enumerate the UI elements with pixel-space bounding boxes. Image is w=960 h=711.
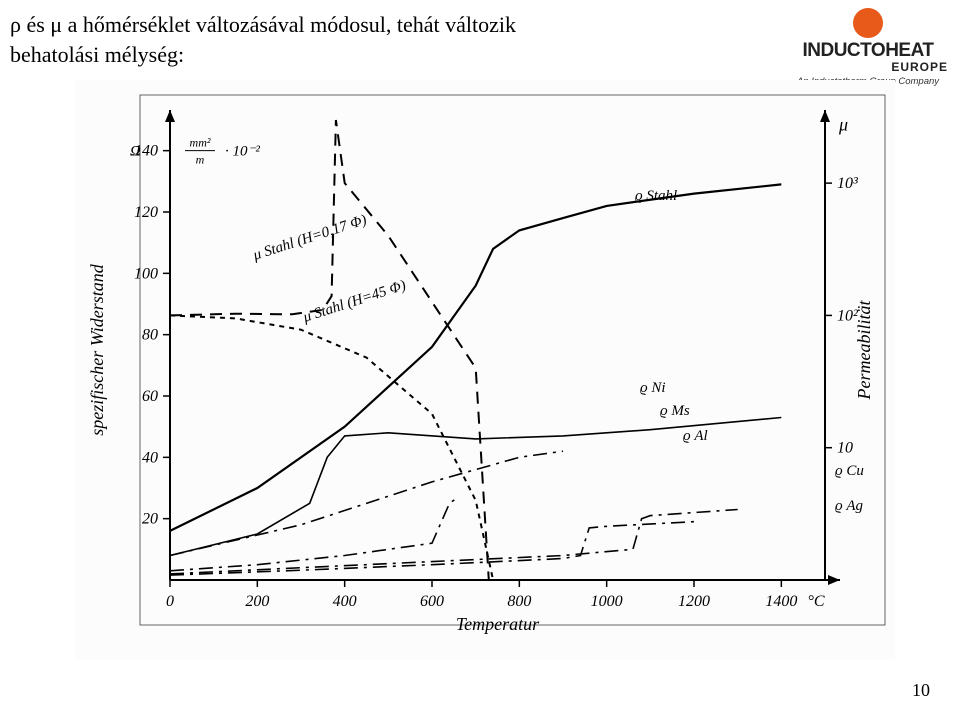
resistivity-permeability-chart: 0 200 400 600 800 1000 1200 1400 Temperatur °C 20 4… <box>75 80 895 660</box>
svg-text:0: 0 <box>166 593 174 610</box>
svg-text:1400: 1400 <box>765 593 797 610</box>
company-logo: INDUCTOHEAT EUROPE An Inductotherm Group… <box>788 8 948 87</box>
svg-text:μ Stahl (H=45 Φ): μ Stahl (H=45 Φ) <box>300 278 408 327</box>
svg-text:m: m <box>196 153 205 167</box>
svg-text:120: 120 <box>134 204 158 221</box>
svg-text:1200: 1200 <box>678 593 710 610</box>
svg-text:60: 60 <box>142 388 158 405</box>
svg-text:1000: 1000 <box>591 593 623 610</box>
svg-text:spezifischer Widerstand: spezifischer Widerstand <box>87 263 107 435</box>
svg-text:ϱ Stahl: ϱ Stahl <box>635 188 677 204</box>
page-number: 10 <box>912 680 930 701</box>
svg-text:100: 100 <box>134 265 158 282</box>
svg-text:200: 200 <box>245 593 269 610</box>
chart-svg: 0 200 400 600 800 1000 1200 1400 Temperatur °C 20 4… <box>75 80 895 660</box>
svg-text:10³: 10³ <box>837 175 858 192</box>
svg-text:°C: °C <box>808 593 825 610</box>
svg-text:Temperatur: Temperatur <box>456 614 540 634</box>
logo-region: EUROPE <box>788 60 948 74</box>
svg-text:ϱ Ni: ϱ Ni <box>640 380 666 396</box>
svg-text:10: 10 <box>837 440 853 457</box>
svg-text:ϱ Cu: ϱ Cu <box>835 463 864 479</box>
svg-text:600: 600 <box>420 593 444 610</box>
heading-line1: ρ és μ a hőmérséklet változásával módosu… <box>10 12 516 37</box>
svg-text:ϱ Ms: ϱ Ms <box>660 403 690 419</box>
svg-text:μ Stahl (H=0,17 Φ): μ Stahl (H=0,17 Φ) <box>250 212 368 264</box>
svg-text:· 10⁻²: · 10⁻² <box>225 144 260 160</box>
svg-text:Ω: Ω <box>130 144 141 160</box>
svg-text:ϱ Ag: ϱ Ag <box>835 498 864 514</box>
svg-text:μ: μ <box>838 114 848 134</box>
svg-text:80: 80 <box>142 327 158 344</box>
svg-text:Permeabilität: Permeabilität <box>854 300 874 401</box>
logo-dot-icon <box>853 8 883 38</box>
svg-text:40: 40 <box>142 449 158 466</box>
svg-text:mm²: mm² <box>190 136 211 150</box>
logo-brand: INDUCTOHEAT <box>802 40 933 61</box>
svg-text:20: 20 <box>142 511 158 528</box>
svg-text:ϱ Al: ϱ Al <box>683 428 708 444</box>
svg-text:800: 800 <box>507 593 531 610</box>
heading-line2: behatolási mélység: <box>10 42 184 67</box>
svg-text:400: 400 <box>333 593 357 610</box>
